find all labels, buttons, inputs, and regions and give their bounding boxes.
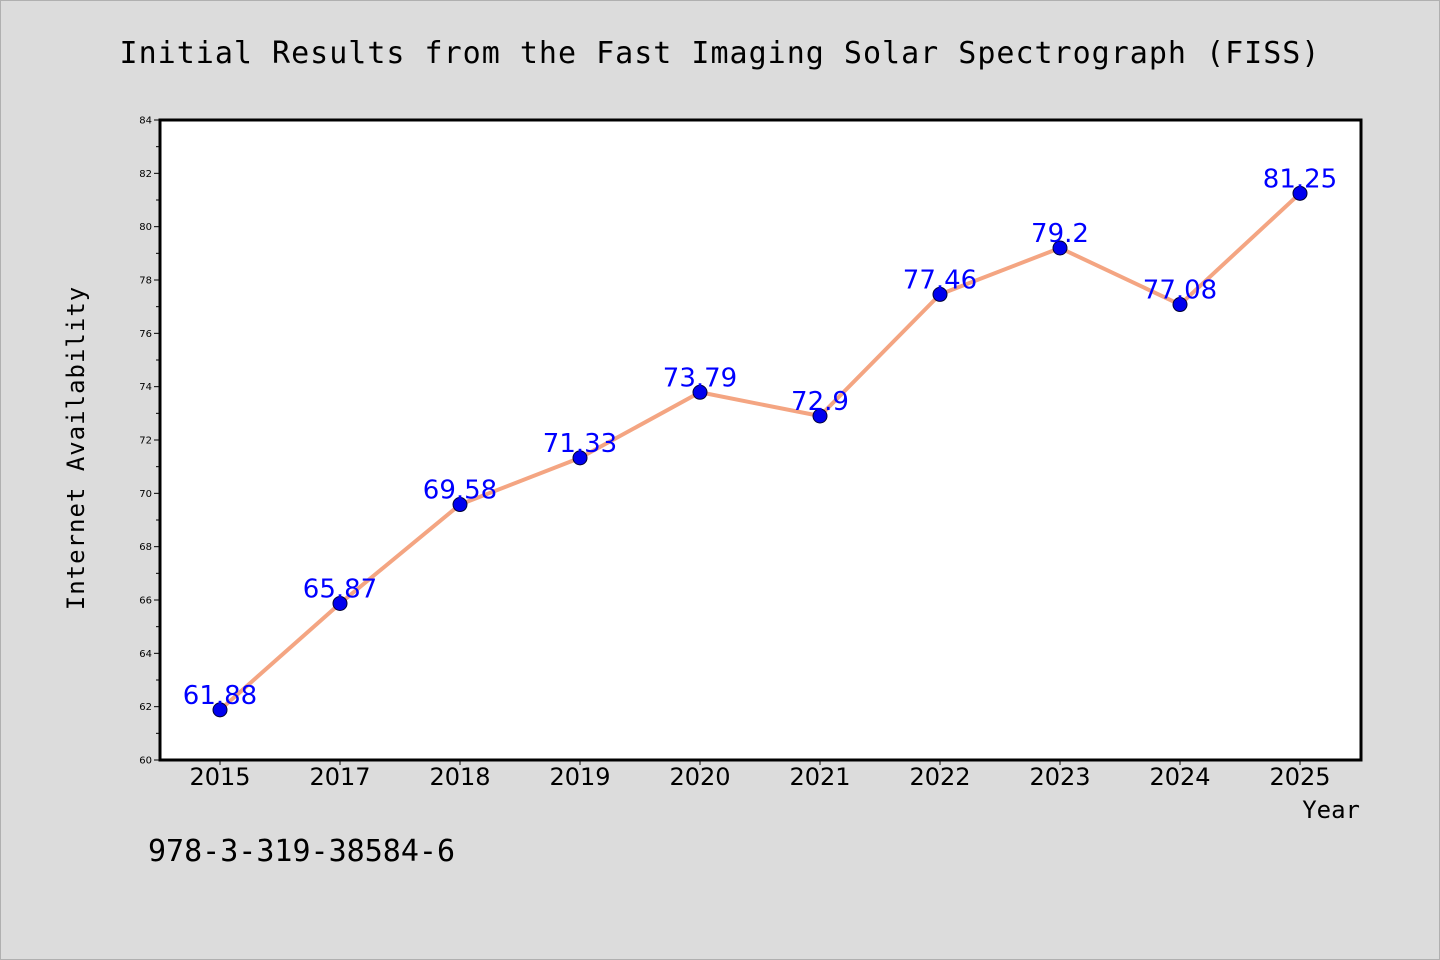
y-tick-label: 74	[139, 382, 152, 393]
y-tick-label: 68	[139, 542, 152, 553]
x-tick-label: 2019	[549, 763, 610, 791]
y-tick-label: 76	[139, 329, 152, 340]
y-tick-label: 72	[139, 436, 152, 447]
y-tick-label: 80	[139, 222, 152, 233]
y-tick-label: 82	[139, 169, 152, 180]
x-tick-label: 2021	[789, 763, 850, 791]
x-tick-label: 2018	[429, 763, 490, 791]
x-tick-label: 2024	[1149, 763, 1210, 791]
x-tick-label: 2022	[909, 763, 970, 791]
y-tick-label: 66	[139, 596, 152, 607]
chart-title: Initial Results from the Fast Imaging So…	[119, 36, 1321, 71]
y-axis-label: Internet Availability	[62, 285, 90, 611]
data-point	[452, 497, 468, 513]
x-axis: 2015 2017 2018 2019 2020 2021 2022 2023 2024 2025	[189, 760, 1331, 791]
plot-frame	[158, 118, 1363, 762]
data-label: 79.2	[1031, 219, 1089, 249]
y-tick-label: 62	[139, 702, 152, 713]
data-point	[332, 595, 348, 611]
data-point	[1292, 185, 1308, 201]
y-tick-label: 64	[139, 649, 152, 660]
x-tick-label: 2015	[189, 763, 250, 791]
y-tick-label: 60	[139, 756, 152, 767]
data-point	[1172, 297, 1188, 313]
y-axis: 60 62 64 66 68 70 72 74 76 78 80 82 84	[139, 116, 160, 767]
data-label: 77.46	[903, 265, 977, 295]
data-point	[692, 384, 708, 400]
data-point	[212, 702, 228, 718]
data-label: 73.79	[663, 363, 737, 393]
data-label: 72.9	[791, 387, 849, 417]
y-tick-label: 70	[139, 489, 152, 500]
x-tick-label: 2020	[669, 763, 730, 791]
data-point	[812, 408, 828, 424]
x-tick-label: 2023	[1029, 763, 1090, 791]
data-point	[1052, 240, 1068, 256]
series-line	[218, 191, 1302, 712]
data-point	[572, 450, 588, 466]
data-label: 69.58	[423, 476, 497, 506]
data-label: 61.88	[183, 681, 257, 711]
isbn-footer: 978-3-319-38584-6	[148, 834, 456, 869]
x-axis-label: Year	[1302, 796, 1360, 824]
y-tick-label: 78	[139, 276, 152, 287]
x-tick-label: 2017	[309, 763, 370, 791]
y-tick-label: 84	[139, 116, 152, 127]
data-label: 71.33	[543, 429, 617, 459]
data-label: 65.87	[303, 574, 377, 604]
data-label: 77.08	[1143, 276, 1217, 306]
plot-area	[160, 120, 1361, 760]
data-point	[932, 286, 948, 302]
x-tick-label: 2025	[1269, 763, 1330, 791]
series-layer: 61.88 65.87 69.58 71.33 73.79 72.9 77.46 79.2 77…	[183, 164, 1337, 718]
data-label: 81.25	[1263, 164, 1337, 194]
